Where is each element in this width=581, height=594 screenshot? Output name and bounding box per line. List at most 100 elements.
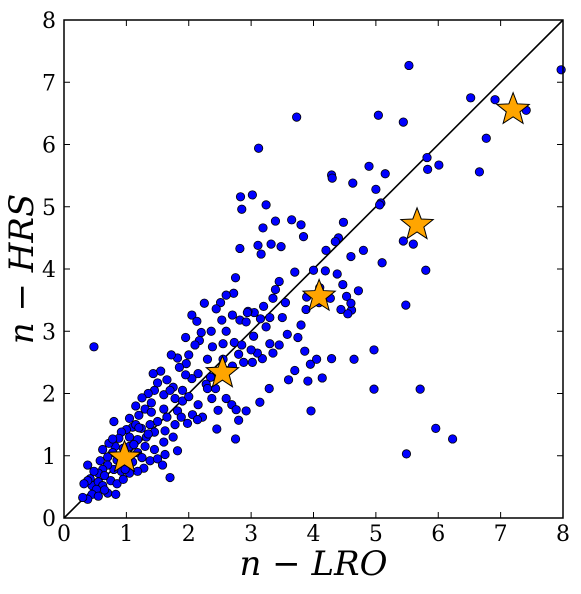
data-point bbox=[258, 223, 268, 233]
data-point bbox=[296, 320, 306, 330]
data-point bbox=[346, 251, 356, 262]
x-tick-label: 3 bbox=[244, 522, 258, 547]
data-point bbox=[159, 404, 169, 414]
star-marker bbox=[106, 439, 143, 473]
data-point bbox=[327, 173, 337, 183]
data-point bbox=[202, 354, 213, 364]
data-point bbox=[234, 349, 244, 359]
x-tick-label: 7 bbox=[494, 522, 508, 547]
data-point bbox=[466, 93, 476, 103]
data-point bbox=[268, 293, 278, 303]
data-point bbox=[98, 444, 108, 455]
data-point bbox=[193, 400, 203, 410]
data-point bbox=[408, 239, 418, 249]
data-point bbox=[404, 60, 414, 71]
x-tick-label: 6 bbox=[431, 522, 445, 547]
data-point bbox=[218, 339, 228, 349]
data-point bbox=[99, 485, 110, 495]
data-point bbox=[274, 340, 284, 350]
data-point bbox=[305, 359, 315, 369]
data-point bbox=[111, 489, 121, 499]
data-point bbox=[192, 415, 203, 425]
data-point bbox=[338, 217, 349, 227]
x-tick-label: 2 bbox=[182, 522, 196, 547]
ticks-layer: 0 1 2 3 4 5 6 7 8 0 1 2 3 4 5 6 7 8 bbox=[42, 9, 570, 547]
data-point bbox=[215, 298, 226, 308]
y-tick-label: 7 bbox=[42, 71, 56, 96]
data-point bbox=[170, 420, 180, 430]
data-point bbox=[290, 365, 300, 376]
data-point bbox=[95, 456, 105, 466]
data-point bbox=[255, 314, 266, 324]
data-point bbox=[174, 362, 184, 372]
star-marker bbox=[495, 91, 531, 125]
data-point bbox=[79, 479, 89, 489]
data-point bbox=[112, 479, 122, 489]
data-point bbox=[221, 326, 231, 336]
y-tick-label: 8 bbox=[42, 9, 56, 34]
data-point bbox=[242, 307, 252, 318]
data-point bbox=[364, 161, 374, 171]
data-point bbox=[202, 383, 213, 394]
data-point bbox=[270, 216, 281, 226]
x-axis-label: n − LRO bbox=[239, 544, 387, 584]
data-point bbox=[237, 204, 247, 214]
data-point bbox=[196, 327, 206, 338]
data-point bbox=[249, 331, 259, 341]
data-point bbox=[287, 215, 297, 225]
data-point bbox=[261, 322, 271, 332]
data-point bbox=[177, 396, 188, 406]
data-point bbox=[145, 420, 155, 430]
star-marker bbox=[204, 354, 240, 388]
data-point bbox=[162, 412, 172, 422]
data-point bbox=[270, 284, 281, 295]
data-point bbox=[145, 456, 155, 466]
data-point bbox=[149, 444, 160, 455]
data-point bbox=[207, 342, 218, 352]
data-point bbox=[326, 354, 337, 364]
data-point bbox=[256, 249, 266, 259]
data-point bbox=[247, 357, 257, 367]
data-point bbox=[207, 393, 217, 404]
data-point bbox=[235, 192, 246, 202]
data-point bbox=[346, 298, 356, 308]
data-point bbox=[124, 413, 135, 423]
data-point bbox=[431, 423, 441, 433]
data-point bbox=[481, 133, 491, 143]
data-point bbox=[377, 258, 387, 268]
data-point bbox=[211, 304, 221, 314]
data-point bbox=[398, 117, 408, 127]
y-tick-label: 1 bbox=[42, 445, 56, 470]
data-point bbox=[300, 346, 310, 356]
y-tick-label: 4 bbox=[42, 258, 56, 283]
data-point bbox=[181, 332, 191, 343]
data-point bbox=[213, 405, 223, 415]
y-tick-label: 3 bbox=[42, 320, 56, 345]
data-point bbox=[290, 267, 300, 277]
data-point bbox=[237, 340, 247, 350]
data-point bbox=[168, 432, 178, 442]
star-marker bbox=[399, 206, 435, 240]
data-point bbox=[447, 434, 458, 444]
data-point bbox=[349, 354, 359, 364]
data-point bbox=[159, 390, 169, 400]
y-tick-label: 0 bbox=[42, 507, 56, 532]
data-point bbox=[177, 385, 188, 395]
data-point bbox=[217, 315, 227, 325]
data-point bbox=[199, 298, 209, 308]
data-point bbox=[89, 342, 99, 352]
data-point bbox=[227, 310, 238, 320]
data-point bbox=[283, 375, 294, 385]
data-point bbox=[358, 245, 368, 255]
data-point bbox=[265, 339, 275, 349]
data-point bbox=[293, 332, 303, 343]
data-point bbox=[320, 266, 330, 276]
data-point bbox=[157, 460, 168, 470]
data-point bbox=[143, 429, 153, 439]
data-point bbox=[303, 376, 313, 386]
data-point bbox=[229, 288, 239, 298]
data-point bbox=[231, 405, 241, 415]
data-point bbox=[341, 291, 352, 301]
data-point bbox=[89, 466, 99, 476]
